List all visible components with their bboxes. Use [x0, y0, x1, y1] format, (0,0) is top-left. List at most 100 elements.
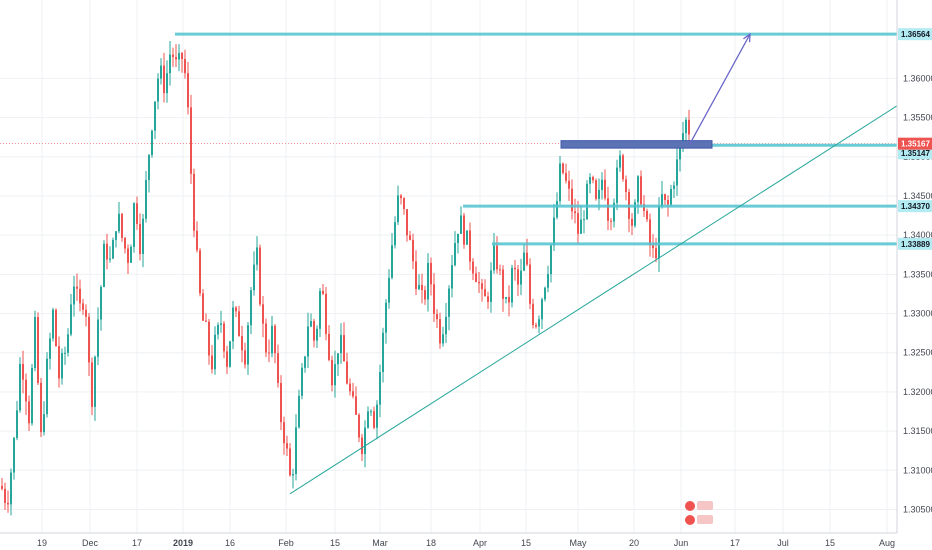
candle-body [535, 324, 537, 327]
candle-body [340, 335, 342, 354]
candle-body [604, 179, 606, 199]
candle-body [457, 233, 459, 243]
projection-arrow-line[interactable] [689, 33, 751, 144]
candle-body [664, 194, 666, 201]
candle-body [688, 119, 690, 135]
y-tick-label: 1.34500 [903, 191, 932, 201]
candle-body [115, 231, 117, 240]
candle-body [475, 273, 477, 282]
candle-body [517, 269, 519, 285]
candle-body [520, 270, 522, 285]
price-tag-background [898, 28, 932, 41]
candle-body [82, 303, 84, 310]
rising-trendline[interactable] [289, 105, 898, 495]
candle-body [598, 189, 600, 199]
candle-body [319, 290, 321, 329]
candle-body [31, 368, 33, 424]
candle-body [406, 209, 408, 236]
candle-body [127, 248, 129, 263]
candle-body [40, 382, 42, 433]
candle-body [355, 396, 357, 415]
candle-body [553, 217, 555, 246]
candle-body [559, 163, 561, 202]
candle-body [211, 355, 213, 370]
y-tick-label: 1.30500 [903, 504, 932, 514]
candle-body [70, 304, 72, 335]
candle-body [595, 180, 597, 199]
candle-body [379, 372, 381, 405]
candle-body [397, 195, 399, 223]
candle-body [7, 502, 9, 505]
candle-body [145, 180, 147, 219]
candle-body [196, 230, 198, 251]
candle-body [73, 286, 75, 305]
y-tick-label: 1.33500 [903, 269, 932, 279]
y-tick-label: 1.35500 [903, 113, 932, 123]
candle-body [94, 356, 96, 407]
candle-body [352, 391, 354, 397]
candle-body [238, 311, 240, 337]
candle-body [337, 353, 339, 365]
candle-body [487, 296, 489, 302]
candle-body [142, 218, 144, 255]
event-badge-icon[interactable] [697, 501, 713, 510]
price-tag-background [898, 237, 932, 250]
x-tick-label: Jun [674, 538, 689, 548]
candle-body [451, 265, 453, 289]
candle-body [619, 155, 621, 168]
candle-body [61, 353, 63, 379]
candle-body [58, 346, 60, 379]
candle-body [526, 252, 528, 265]
candle-body [565, 172, 567, 181]
candle-body [436, 313, 438, 320]
candle-body [256, 247, 258, 265]
candle-body [295, 427, 297, 475]
candle-body [241, 336, 243, 351]
candle-body [541, 299, 543, 320]
candle-body [370, 411, 372, 413]
candle-body [649, 219, 651, 246]
resistance-zone-rectangle[interactable] [560, 140, 713, 149]
candle-body [331, 359, 333, 386]
candle-body [223, 323, 225, 352]
candle-body [67, 334, 69, 353]
candle-body [544, 287, 546, 300]
candle-body [298, 395, 300, 428]
x-tick-label: Mar [372, 538, 388, 548]
event-markers[interactable] [685, 501, 713, 525]
candle-body [232, 307, 234, 342]
candle-body [484, 289, 486, 297]
candle-body [79, 288, 81, 304]
event-flag-icon[interactable] [685, 501, 695, 511]
candle-body [622, 155, 624, 180]
candle-body [655, 248, 657, 259]
event-badge-icon[interactable] [697, 515, 713, 524]
candle-body [469, 230, 471, 262]
candle-body [187, 73, 189, 108]
event-flag-icon[interactable] [685, 515, 695, 525]
x-tick-label: 16 [225, 538, 235, 548]
price-tag-label: 1.36564 [901, 30, 930, 39]
candle-body [523, 252, 525, 271]
candle-body [262, 304, 264, 324]
candle-body [472, 261, 474, 274]
x-tick-label: Dec [82, 538, 99, 548]
candle-body [427, 262, 429, 300]
candle-body [16, 410, 18, 438]
candle-body [439, 319, 441, 344]
candle-body [412, 239, 414, 262]
candle-body [244, 350, 246, 365]
y-tick-label: 1.33000 [903, 309, 932, 319]
candle-body [547, 274, 549, 288]
candle-body [574, 211, 576, 214]
candle-body [259, 247, 261, 305]
candle-body [652, 245, 654, 249]
candle-body [253, 264, 255, 291]
candle-body [55, 309, 57, 347]
x-tick-label: 15 [825, 538, 835, 548]
candle-body [538, 319, 540, 327]
candle-body [640, 176, 642, 205]
